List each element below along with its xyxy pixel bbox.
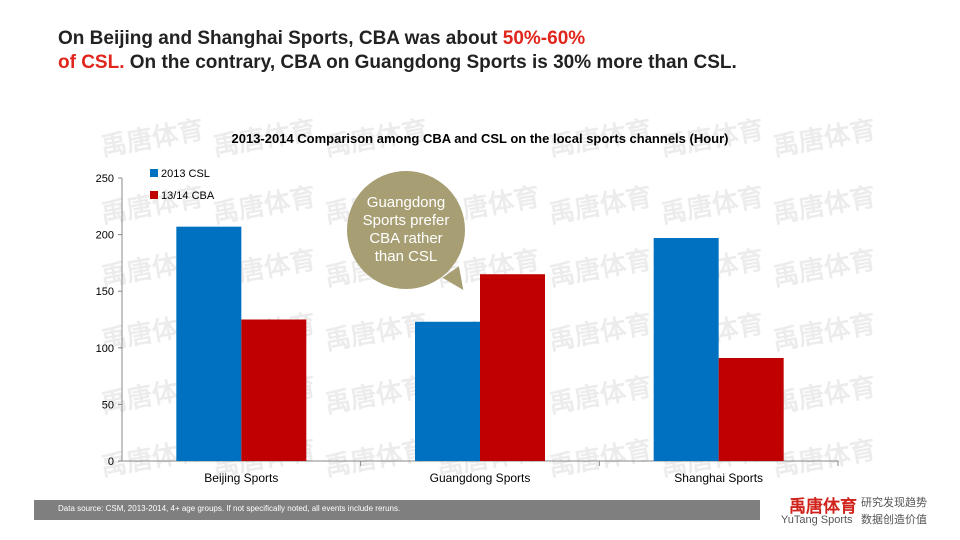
y-tick-label: 150 <box>96 286 114 298</box>
y-tick-label: 250 <box>96 173 114 185</box>
headline-part1: On Beijing and Shanghai Sports, CBA was … <box>58 28 503 49</box>
legend-swatch <box>150 169 158 177</box>
bar <box>176 226 242 461</box>
callout-text: Guangdong Sports prefer CBA rather than … <box>362 194 450 265</box>
chart-title: 2013-2014 Comparison among CBA and CSL o… <box>232 131 729 146</box>
bar <box>415 321 480 461</box>
y-tick-label: 50 <box>102 399 114 411</box>
headline-part2: On the contrary, CBA on Guangdong Sports… <box>124 52 737 73</box>
y-tick-label: 0 <box>108 456 114 468</box>
brand-slogan-line2: 数据创造价值 <box>861 513 927 526</box>
y-tick-label: 200 <box>96 230 114 242</box>
legend-label: 13/14 CBA <box>161 190 215 202</box>
legend-swatch <box>150 191 158 199</box>
bar <box>480 274 545 461</box>
data-source-note: Data source: CSM, 2013-2014, 4+ age grou… <box>58 504 401 513</box>
footer-bar: Data source: CSM, 2013-2014, 4+ age grou… <box>34 500 760 520</box>
brand-name-en: YuTang Sports <box>781 514 853 526</box>
x-tick-label: Shanghai Sports <box>674 471 763 485</box>
legend-label: 2013 CSL <box>161 168 210 180</box>
bar <box>653 237 719 461</box>
bar <box>241 319 307 461</box>
x-tick-label: Guangdong Sports <box>430 471 531 485</box>
headline-highlight1: 50%-60% <box>502 28 586 49</box>
headline: On Beijing and Shanghai Sports, CBA was … <box>58 27 938 75</box>
y-tick-label: 100 <box>96 343 114 355</box>
bar <box>718 357 784 461</box>
brand-logo: 禹唐体育 <box>789 497 857 517</box>
brand-slogan-line1: 研究发现趋势 <box>861 496 927 509</box>
callout-bubble: Guangdong Sports prefer CBA rather than … <box>347 171 465 289</box>
x-tick-label: Beijing Sports <box>204 471 278 485</box>
headline-highlight2: of CSL. <box>58 52 125 73</box>
